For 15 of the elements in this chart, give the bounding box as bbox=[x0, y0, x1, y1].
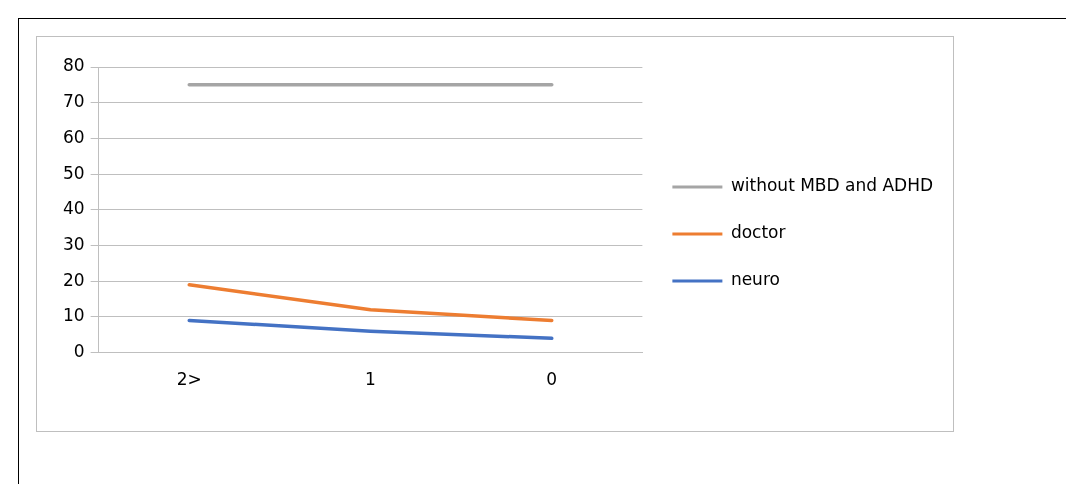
y-tick-label: 60 bbox=[62, 126, 85, 147]
y-tick-label: 30 bbox=[62, 233, 85, 254]
y-tick-label: 50 bbox=[62, 162, 85, 183]
y-tick-label: 80 bbox=[62, 55, 85, 76]
y-tick-label: 10 bbox=[62, 305, 85, 326]
x-tick-label: 2> bbox=[176, 369, 202, 390]
y-tick-label: 0 bbox=[73, 341, 85, 362]
legend-label: neuro bbox=[730, 269, 780, 290]
legend-label: doctor bbox=[730, 222, 786, 243]
x-tick-label: 1 bbox=[365, 369, 376, 390]
x-tick-label: 0 bbox=[546, 369, 558, 390]
y-tick-label: 70 bbox=[62, 91, 85, 112]
legend-label: without MBD and ADHD bbox=[730, 175, 934, 196]
y-tick-label: 40 bbox=[62, 198, 85, 219]
y-tick-label: 20 bbox=[62, 269, 85, 290]
